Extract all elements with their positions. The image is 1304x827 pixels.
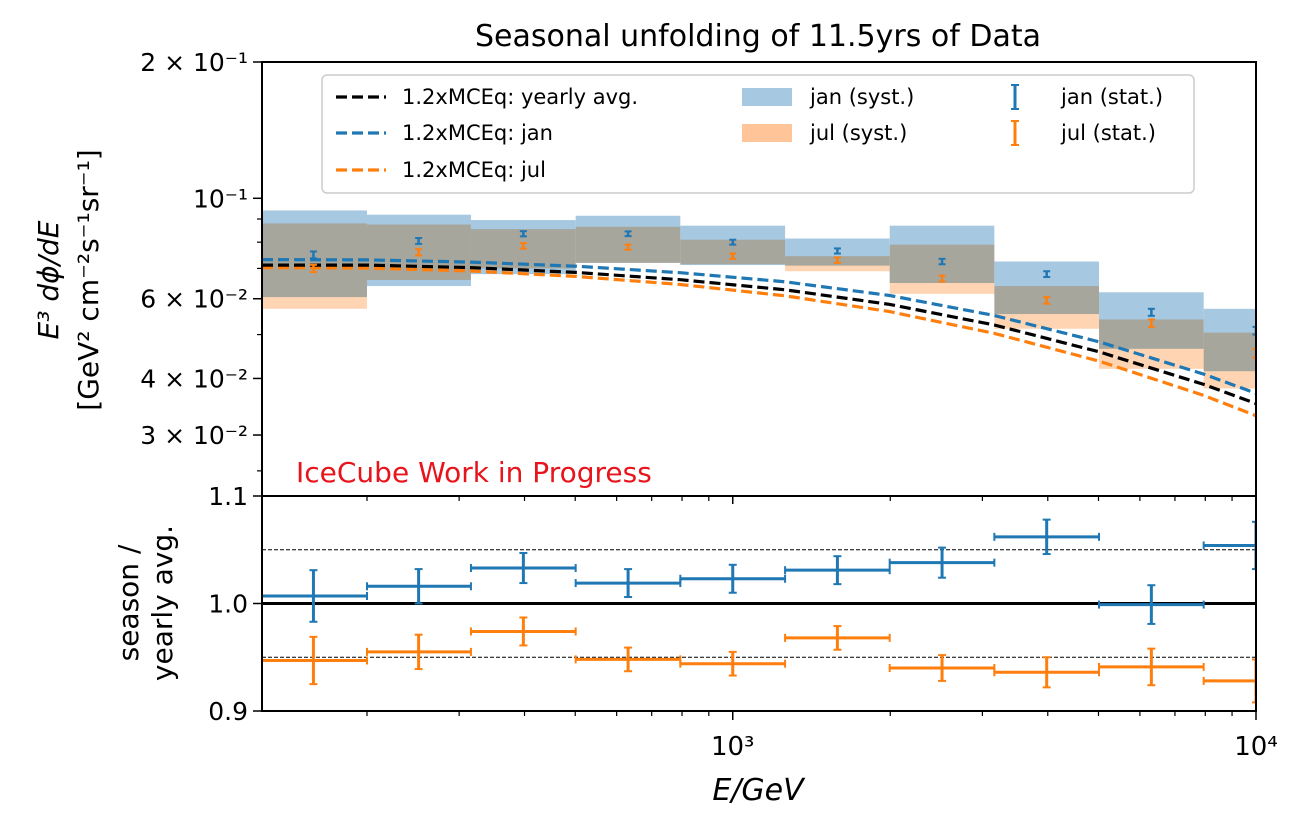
jul-syst-band-7 <box>994 286 1100 329</box>
x-tick-label-0: 10³ <box>711 732 755 762</box>
legend-label-jul-stat-: jul (stat.) <box>1060 121 1156 145</box>
legend-swatch-jul-syst- <box>742 124 792 142</box>
watermark: IceCube Work in Progress <box>296 456 652 489</box>
legend-label-1-2xmceq-jul: 1.2xMCEq: jul <box>402 158 546 182</box>
jul-syst-band-9 <box>1203 332 1256 389</box>
bottom-y-tick-label-0: 1.1 <box>208 482 248 511</box>
chart-marks: 2 × 10⁻¹ 10⁻¹ 6 × 10⁻² 4 × 10⁻² 3 × 10⁻² 1.1 1… <box>140 48 1278 762</box>
legend: 1.2xMCEq: yearly avg. 1.2xMCEq: jan 1.2xMC… <box>321 74 1195 194</box>
model-curve-jul <box>262 266 1256 418</box>
top-y-axis-label: E³ dϕ/dE [GeV² cm⁻²s⁻¹sr⁻¹] <box>32 149 105 410</box>
top-y-tick-label-4: 3 × 10⁻² <box>140 421 248 450</box>
bottom-y-axis-label-line2: yearly avg. <box>146 525 179 681</box>
bottom-y-tick-label-2: 0.9 <box>208 697 248 726</box>
top-y-axis-label-line2: [GeV² cm⁻²s⁻¹sr⁻¹] <box>72 149 105 410</box>
legend-label-jan-syst-: jan (syst.) <box>809 85 914 109</box>
model-curve-jan <box>262 258 1256 395</box>
model-curve-yearly-avg <box>262 263 1256 406</box>
top-y-tick-label-2: 6 × 10⁻² <box>140 285 248 314</box>
x-tick-label-1: 10⁴ <box>1234 732 1278 762</box>
legend-swatch-jan-syst- <box>742 88 792 106</box>
jul-syst-band-6 <box>889 244 995 294</box>
legend-label-jul-syst-: jul (syst.) <box>809 121 907 145</box>
bottom-y-axis-label-line1: season / <box>112 544 145 661</box>
bottom-y-tick-label-1: 1.0 <box>208 590 248 619</box>
top-y-axis-label-line1: E³ dϕ/dE <box>32 220 65 339</box>
top-y-tick-label-1: 10⁻¹ <box>193 184 248 213</box>
top-y-tick-label-3: 4 × 10⁻² <box>140 364 248 393</box>
legend-label-1-2xmceq-yearly-avg-: 1.2xMCEq: yearly avg. <box>402 85 638 109</box>
chart-title: Seasonal unfolding of 11.5yrs of Data <box>475 19 1041 54</box>
x-axis-label: E/GeV <box>712 773 806 808</box>
top-y-tick-label-0: 2 × 10⁻¹ <box>140 48 248 77</box>
legend-label-1-2xmceq-jan: 1.2xMCEq: jan <box>402 121 553 145</box>
bottom-y-axis-label: season / yearly avg. <box>112 525 179 681</box>
top-panel-marks <box>262 210 1256 418</box>
bottom-panel-marks <box>262 518 1256 704</box>
legend-label-jan-stat-: jan (stat.) <box>1060 85 1163 109</box>
